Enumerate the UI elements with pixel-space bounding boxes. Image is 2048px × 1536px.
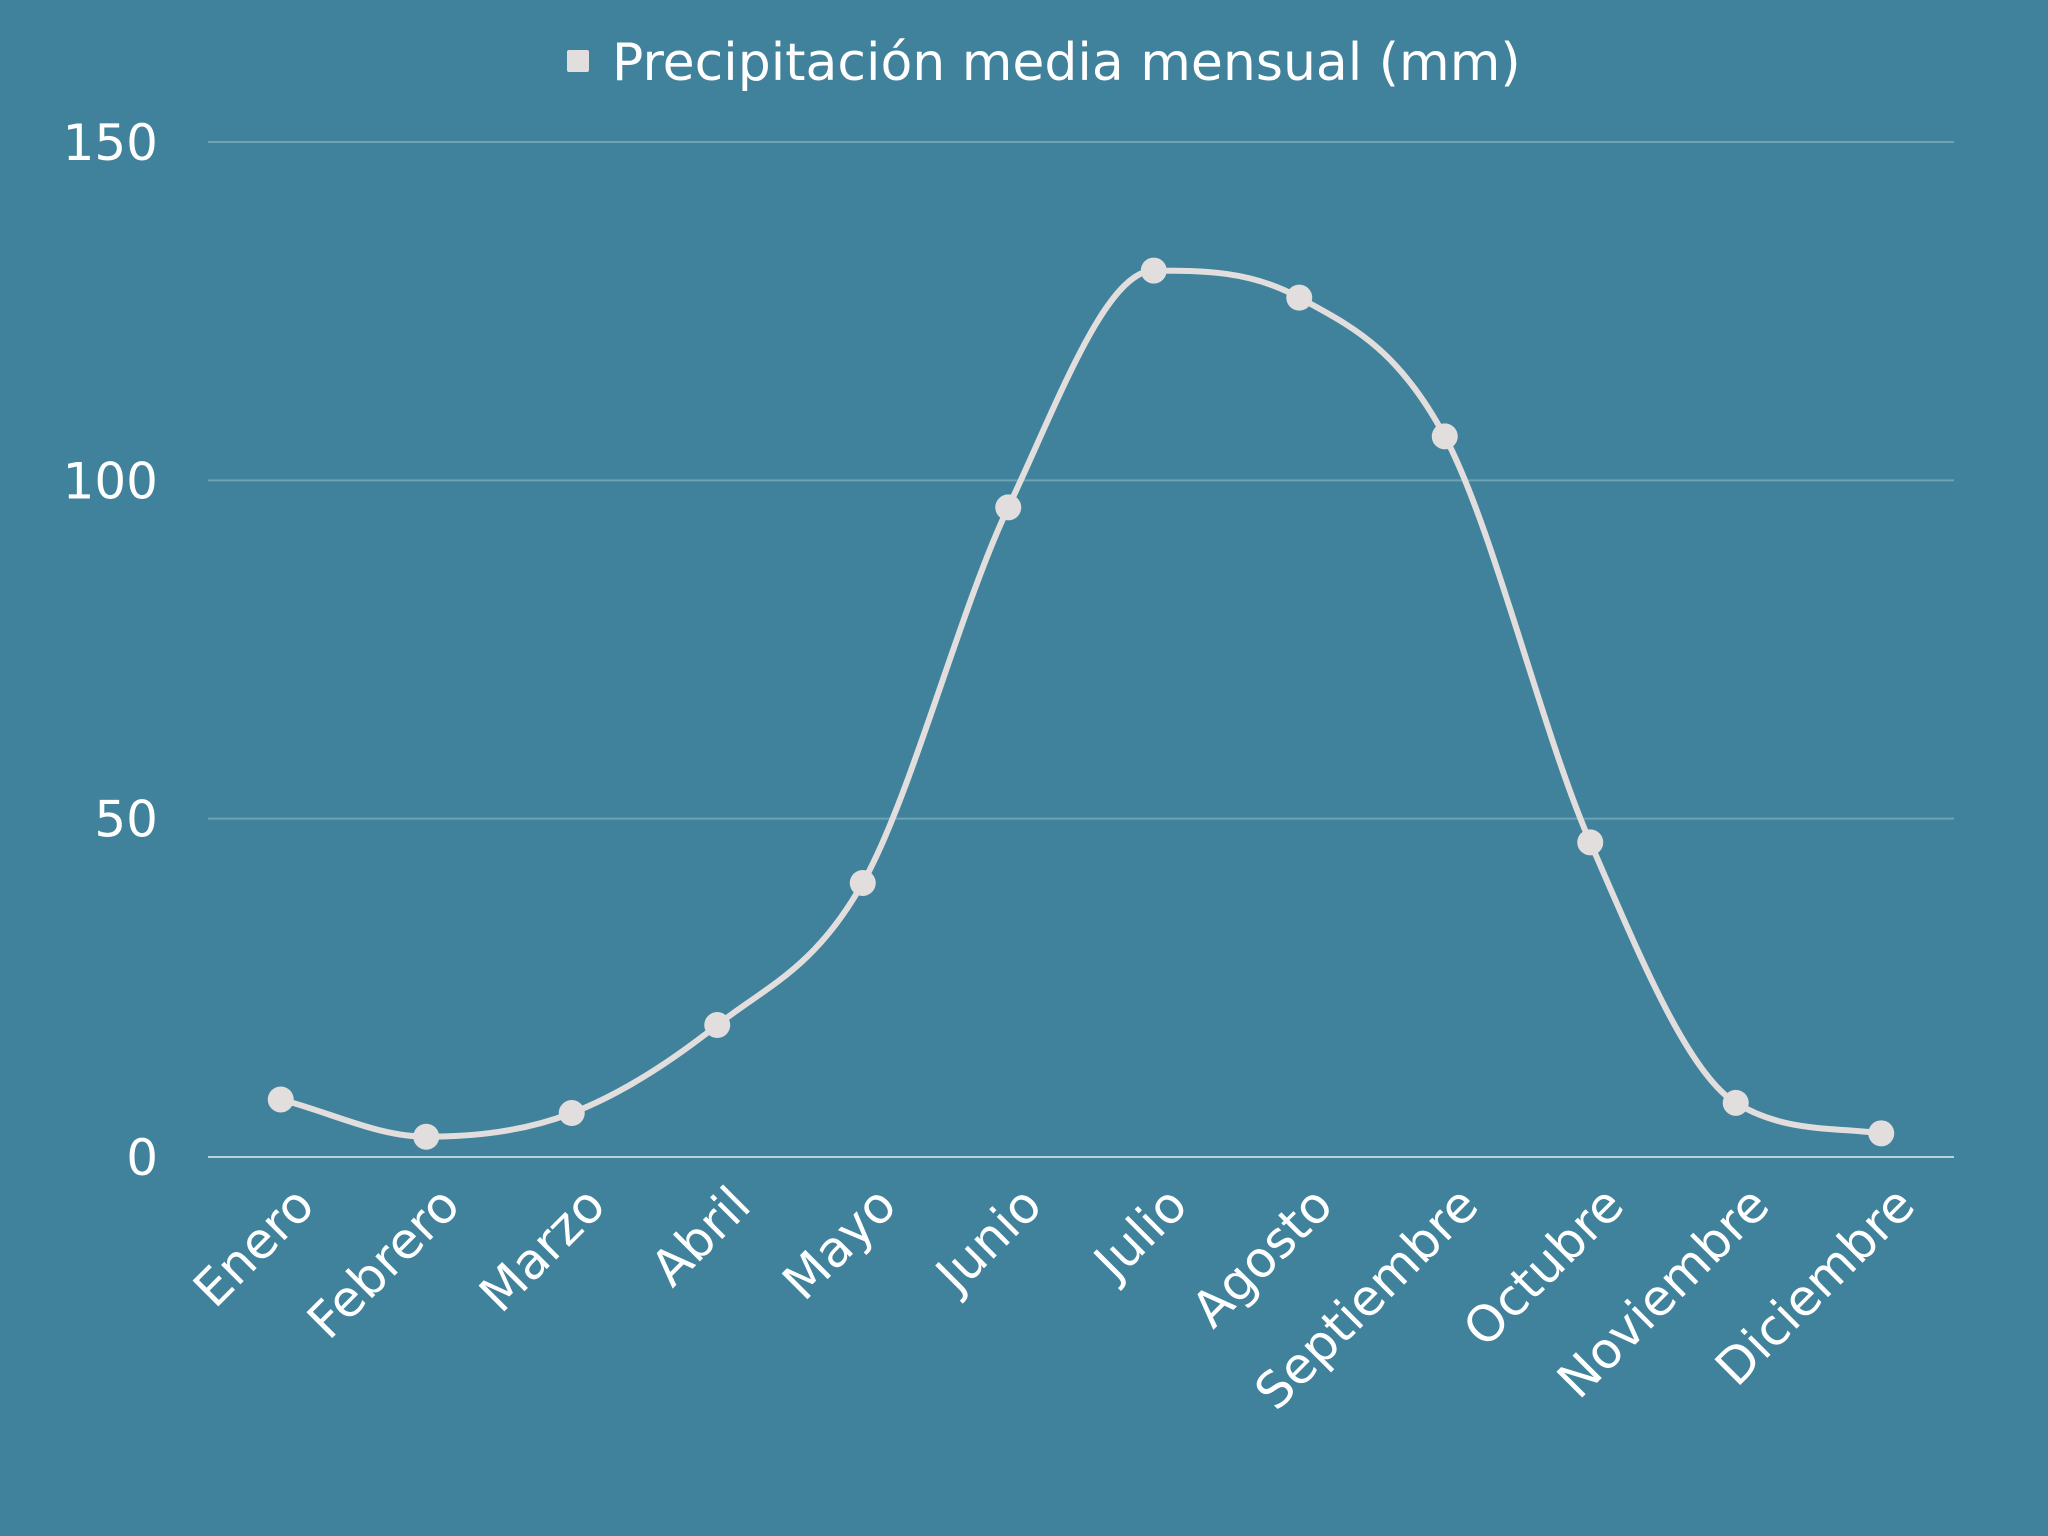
data-point-julio: [1140, 257, 1167, 284]
data-point-agosto: [1286, 284, 1313, 311]
data-point-junio: [995, 494, 1022, 521]
data-point-marzo: [558, 1100, 585, 1127]
x-tick-label: Junio: [923, 1175, 1053, 1305]
data-point-abril: [704, 1012, 731, 1039]
data-point-septiembre: [1431, 423, 1458, 450]
y-axis-tick-labels: 0 50 100 150: [63, 114, 158, 1187]
legend-series-name: Precipitación media mensual (mm): [612, 33, 1521, 93]
x-tick-label: Enero: [182, 1175, 325, 1318]
y-tick-label: 100: [63, 452, 158, 510]
legend-swatch: [567, 50, 589, 72]
legend: Precipitación media mensual (mm): [567, 33, 1521, 93]
data-point-enero: [267, 1086, 294, 1113]
x-tick-label: Abril: [640, 1175, 762, 1297]
y-tick-label: 0: [126, 1129, 158, 1187]
x-tick-label: Febrero: [296, 1175, 471, 1350]
data-point-noviembre: [1722, 1089, 1749, 1116]
data-point-octubre: [1577, 829, 1604, 856]
x-tick-label: Mayo: [771, 1175, 907, 1311]
data-point-mayo: [849, 869, 876, 896]
series-line: [277, 267, 1885, 1140]
gridlines: [208, 141, 1954, 1158]
data-point-diciembre: [1868, 1120, 1895, 1147]
series-precipitacion: [267, 257, 1895, 1150]
y-tick-label: 50: [94, 791, 158, 849]
y-tick-label: 150: [63, 114, 158, 172]
data-point-febrero: [413, 1123, 440, 1150]
x-tick-label: Marzo: [468, 1175, 616, 1323]
x-tick-label: Julio: [1081, 1175, 1198, 1292]
